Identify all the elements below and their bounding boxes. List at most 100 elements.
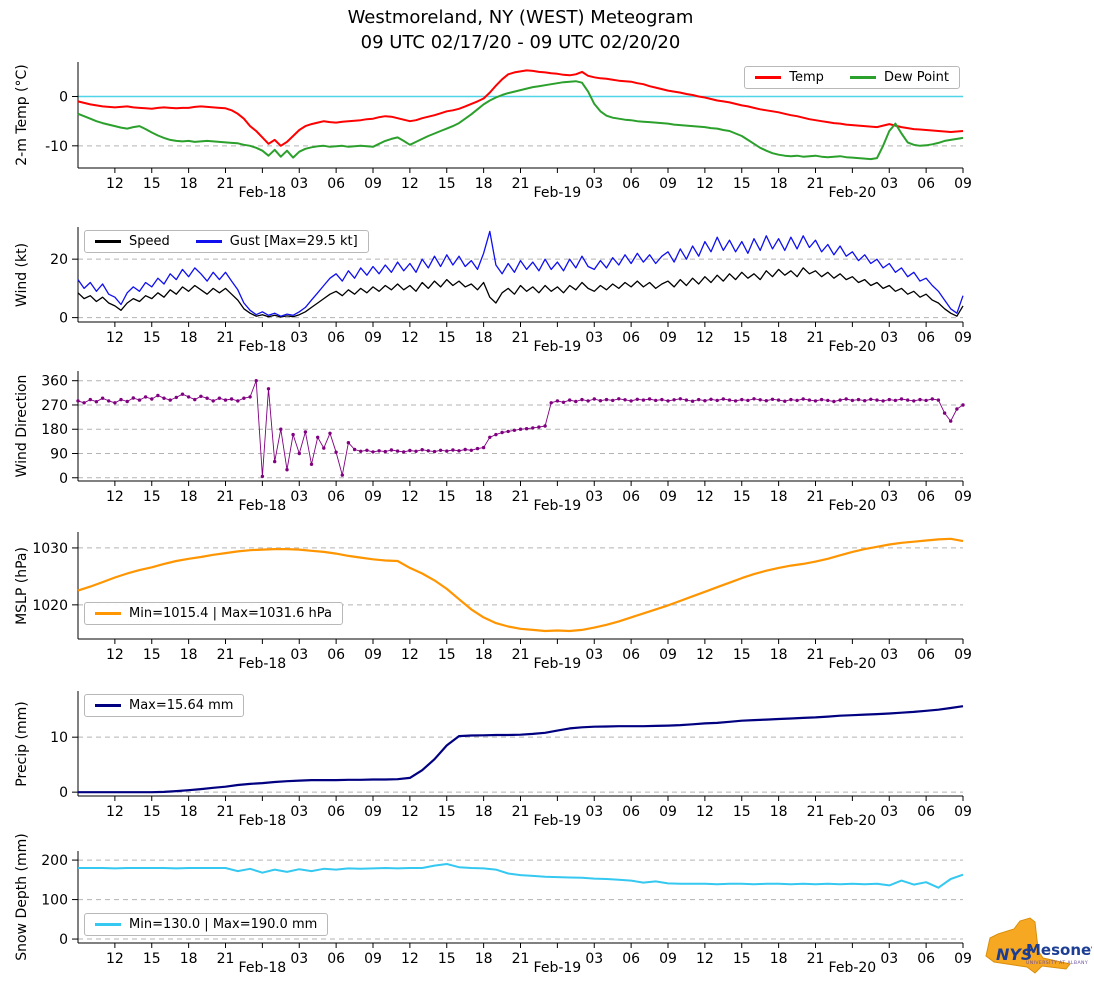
svg-text:09: 09 xyxy=(659,647,677,663)
legend-label: Max=15.64 mm xyxy=(129,698,234,713)
svg-text:Feb-20: Feb-20 xyxy=(829,339,877,354)
svg-text:12: 12 xyxy=(106,176,124,192)
svg-text:06: 06 xyxy=(917,804,935,820)
svg-text:15: 15 xyxy=(438,804,456,820)
ny-state-shape xyxy=(985,917,1071,974)
svg-text:12: 12 xyxy=(106,951,124,967)
svg-text:0: 0 xyxy=(59,932,68,948)
svg-text:15: 15 xyxy=(438,951,456,967)
logo-name-text: Mesonet xyxy=(1026,941,1092,959)
svg-text:03: 03 xyxy=(290,489,308,505)
legend-line-swatch xyxy=(95,704,121,707)
svg-text:09: 09 xyxy=(364,647,382,663)
svg-text:Feb-19: Feb-19 xyxy=(534,813,582,828)
svg-text:15: 15 xyxy=(733,176,751,192)
svg-text:21: 21 xyxy=(512,951,530,967)
svg-text:18: 18 xyxy=(770,176,788,192)
series-mslp xyxy=(77,537,964,633)
svg-text:200: 200 xyxy=(41,853,68,869)
svg-text:03: 03 xyxy=(880,647,898,663)
svg-text:15: 15 xyxy=(438,647,456,663)
svg-text:06: 06 xyxy=(917,489,935,505)
svg-text:03: 03 xyxy=(880,951,898,967)
svg-text:18: 18 xyxy=(180,951,198,967)
snow-ylabel: Snow Depth (mm) xyxy=(14,833,30,961)
svg-text:06: 06 xyxy=(917,330,935,346)
svg-text:09: 09 xyxy=(954,951,972,967)
y-tick-labels: 1020 1030 xyxy=(32,541,78,614)
logo-tagline-text: UNIVERSITY AT ALBANY xyxy=(1026,960,1088,966)
svg-text:Feb-18: Feb-18 xyxy=(239,656,287,671)
svg-text:-10: -10 xyxy=(45,139,68,155)
temp-ylabel: 2-m Temp (°C) xyxy=(14,64,30,166)
grid-lines xyxy=(78,96,963,147)
svg-text:18: 18 xyxy=(770,804,788,820)
svg-text:Feb-19: Feb-19 xyxy=(534,498,582,513)
svg-text:09: 09 xyxy=(364,489,382,505)
svg-text:18: 18 xyxy=(475,489,493,505)
svg-text:21: 21 xyxy=(807,330,825,346)
svg-text:360: 360 xyxy=(41,374,68,390)
svg-text:12: 12 xyxy=(696,176,714,192)
svg-text:Feb-19: Feb-19 xyxy=(534,185,582,200)
svg-text:0: 0 xyxy=(59,471,68,487)
svg-text:06: 06 xyxy=(622,330,640,346)
svg-text:15: 15 xyxy=(733,804,751,820)
legend-line-swatch xyxy=(95,240,121,243)
svg-text:Feb-18: Feb-18 xyxy=(239,498,287,513)
svg-text:15: 15 xyxy=(733,489,751,505)
legend-label: Dew Point xyxy=(883,70,949,85)
nys-mesonet-logo: NYS Mesonet UNIVERSITY AT ALBANY xyxy=(980,912,1094,994)
svg-text:06: 06 xyxy=(327,330,345,346)
svg-text:15: 15 xyxy=(143,489,161,505)
series-dew-point xyxy=(77,80,964,161)
svg-text:06: 06 xyxy=(917,647,935,663)
svg-text:03: 03 xyxy=(585,489,603,505)
grid-lines xyxy=(78,258,963,319)
legend-line-swatch xyxy=(755,76,782,79)
y-tick-labels: 0 -10 xyxy=(45,90,78,155)
legend-entry: Min=130.0 | Max=190.0 mm xyxy=(95,917,317,932)
svg-text:Feb-19: Feb-19 xyxy=(534,339,582,354)
svg-text:18: 18 xyxy=(180,176,198,192)
svg-text:03: 03 xyxy=(585,951,603,967)
svg-text:Feb-19: Feb-19 xyxy=(534,656,582,671)
svg-text:0: 0 xyxy=(59,90,68,106)
temp-panel: 0 -10 12 15 18 21 Feb-18 03 06 09 12 15 18 21 Feb-19 03… xyxy=(0,62,1094,204)
svg-text:21: 21 xyxy=(807,489,825,505)
svg-text:1020: 1020 xyxy=(32,598,68,614)
svg-text:21: 21 xyxy=(512,647,530,663)
svg-text:15: 15 xyxy=(733,330,751,346)
grid-lines xyxy=(78,736,963,793)
svg-text:03: 03 xyxy=(585,804,603,820)
series-gust xyxy=(77,230,964,317)
svg-text:21: 21 xyxy=(807,804,825,820)
mslp-ylabel: MSLP (hPa) xyxy=(14,546,30,625)
wind-legend: Speed Gust [Max=29.5 kt] xyxy=(84,230,369,253)
svg-text:15: 15 xyxy=(143,647,161,663)
legend-entry: Max=15.64 mm xyxy=(95,698,233,713)
wind-panel: 0 20 12 15 18 21 Feb-18 03 06 09 12 15 18 21 Feb-19 03 0… xyxy=(0,227,1094,358)
series-temp xyxy=(77,69,964,147)
svg-text:Feb-18: Feb-18 xyxy=(239,185,287,200)
page-title: Westmoreland, NY (WEST) Meteogram 09 UTC… xyxy=(0,6,1041,56)
svg-text:Feb-20: Feb-20 xyxy=(829,813,877,828)
svg-text:21: 21 xyxy=(217,176,235,192)
svg-text:09: 09 xyxy=(659,176,677,192)
legend-label: Min=130.0 | Max=190.0 mm xyxy=(129,917,318,932)
wind-direction-panel: 0 90 180 270 360 12 15 18 21 Feb-18 03 06 09 12 15 18 21… xyxy=(0,371,1094,517)
svg-text:21: 21 xyxy=(217,647,235,663)
svg-text:12: 12 xyxy=(696,647,714,663)
svg-text:09: 09 xyxy=(659,489,677,505)
svg-text:06: 06 xyxy=(917,951,935,967)
svg-text:21: 21 xyxy=(217,951,235,967)
svg-text:Feb-20: Feb-20 xyxy=(829,960,877,975)
